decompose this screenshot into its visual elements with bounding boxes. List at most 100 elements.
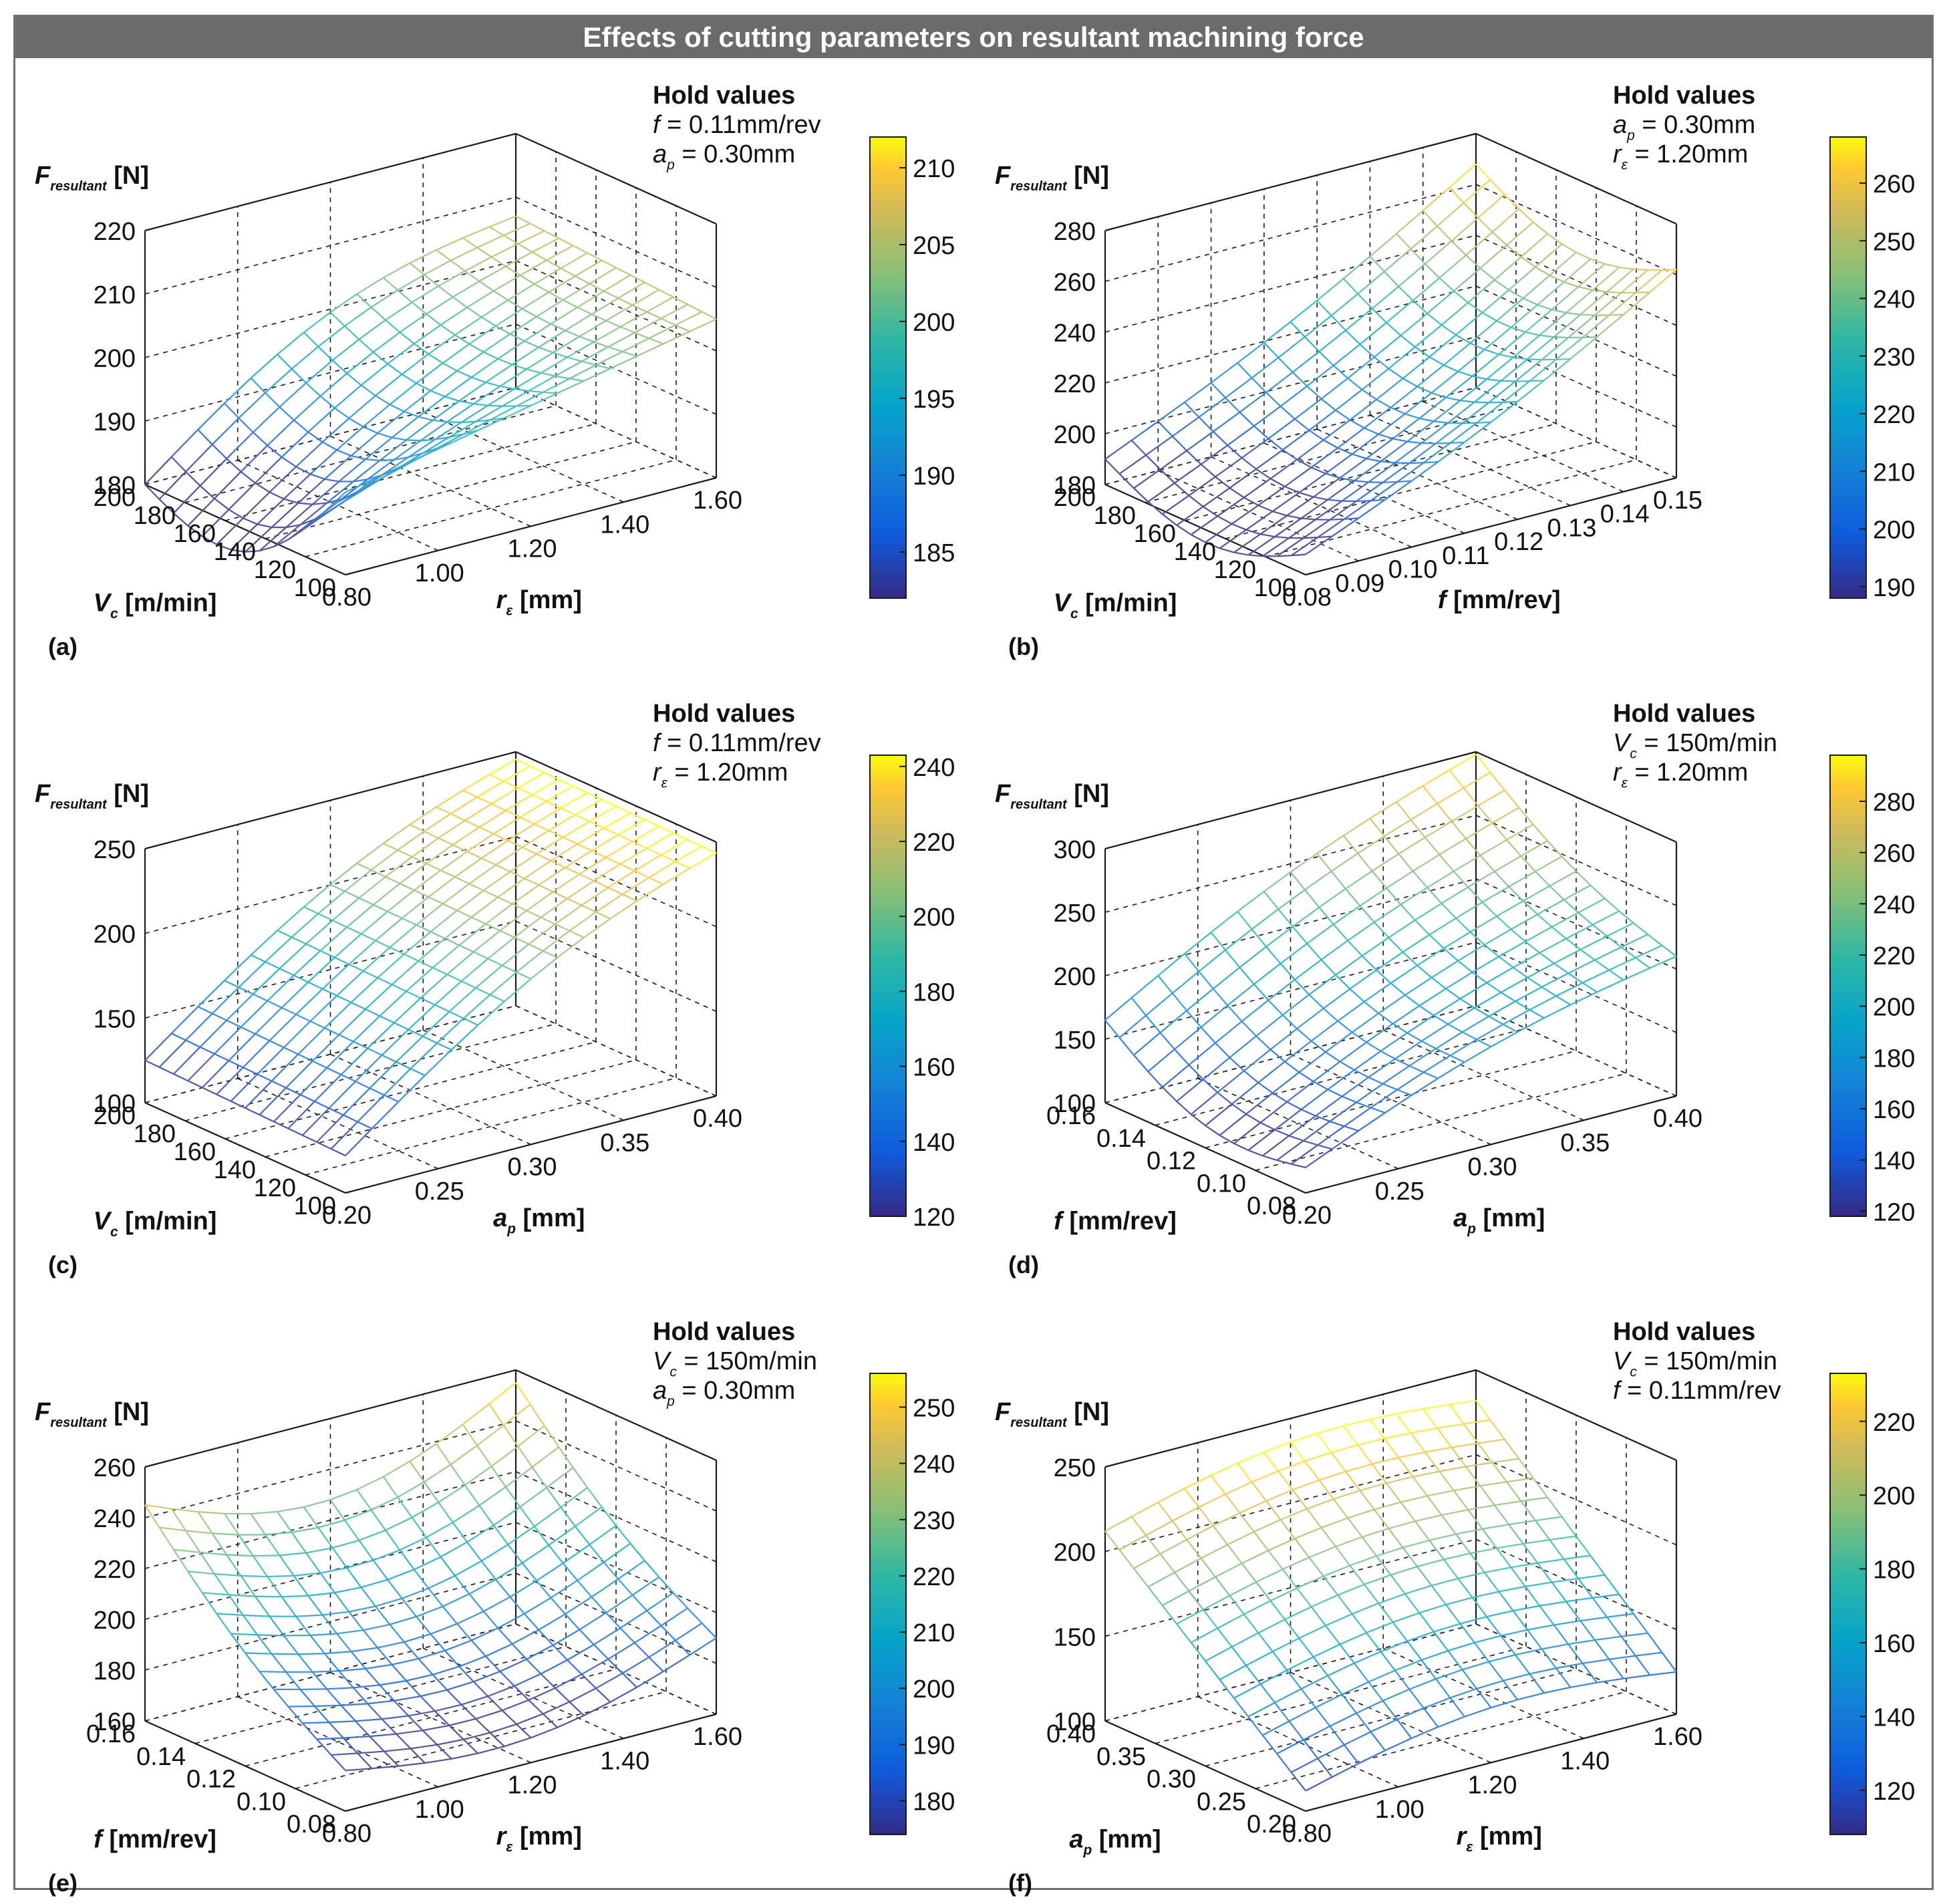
hold-value-line: Vc = 150m/min: [1613, 729, 1777, 762]
y-tick-label: 0.20: [322, 1202, 371, 1230]
y-tick-label: 1.00: [415, 1796, 464, 1824]
y-axis-label: f [mm/rev]: [1438, 586, 1561, 614]
z-tick-label: 100: [1054, 1708, 1096, 1736]
colorbar-tick-label: 240: [913, 1451, 955, 1479]
hold-value-line: rε = 1.20mm: [653, 759, 788, 791]
colorbar-tick-label: 140: [913, 1129, 955, 1157]
surface-mesh: [1104, 1399, 1677, 1792]
z-tick-label: 200: [1054, 963, 1096, 991]
colorbar-tick-label: 120: [913, 1204, 955, 1232]
x-tick-label: 200: [94, 484, 136, 512]
y-tick-label: 0.40: [693, 1105, 742, 1133]
axes-box: [144, 751, 718, 1194]
z-tick-label: 250: [94, 836, 136, 864]
x-axis-label: f [mm/rev]: [94, 1825, 216, 1853]
axes-box: [144, 132, 718, 576]
colorbar-tick-label: 200: [913, 904, 955, 932]
colorbar-tick-label: 220: [1873, 942, 1915, 970]
x-tick-label: 200: [1054, 484, 1096, 512]
z-tick-label: 300: [1054, 836, 1096, 864]
figure-title: Effects of cutting parameters on resulta…: [15, 17, 1932, 58]
x-axis-label: Vc [m/min]: [94, 589, 217, 622]
axes-box: [1104, 132, 1678, 576]
y-tick-label: 0.09: [1335, 569, 1384, 597]
y-tick-label: 0.40: [1653, 1105, 1702, 1133]
surface-panel-1: 1801902002102202001801601401201000.801.0…: [35, 82, 955, 660]
colorbar-tick-label: 200: [1873, 517, 1915, 545]
x-tick-label: 0.30: [1147, 1766, 1196, 1794]
colorbar: [1829, 136, 1867, 599]
colorbar: [869, 136, 907, 599]
colorbar-tick-label: 190: [913, 462, 955, 491]
surface-mesh: [144, 759, 717, 1157]
colorbar-tick-label: 160: [1873, 1096, 1915, 1124]
surface-panel-4: 100 150 200 250 300 0.160.140.120.100.080.20 0…: [995, 700, 1915, 1278]
x-tick-label: 160: [174, 520, 216, 548]
colorbar-tick-label: 220: [913, 1563, 955, 1591]
z-tick-label: 150: [94, 1005, 136, 1033]
y-tick-label: 0.30: [508, 1153, 557, 1182]
z-axis-label: Fresultant [N]: [35, 780, 149, 812]
z-axis-label: Fresultant [N]: [995, 780, 1109, 812]
z-tick-label: 250: [1054, 1454, 1096, 1482]
colorbar-tick-label: 210: [913, 155, 955, 183]
z-tick-label: 200: [1054, 421, 1096, 449]
x-tick-label: 160: [1134, 520, 1176, 548]
y-axis-label: rε [mm]: [496, 586, 582, 619]
y-tick-label: 0.25: [415, 1178, 464, 1206]
hold-values-title: Hold values: [653, 700, 795, 728]
y-tick-label: 1.00: [1375, 1796, 1425, 1824]
z-tick-label: 180: [94, 472, 136, 500]
panel-label: (d): [1008, 1251, 1039, 1278]
colorbar-tick-label: 260: [1873, 840, 1915, 868]
x-tick-label: 0.14: [136, 1743, 186, 1771]
y-tick-label: 1.60: [693, 1723, 742, 1751]
colorbar: [869, 1373, 907, 1835]
hold-value-line: ap = 0.30mm: [653, 140, 795, 173]
z-tick-label: 240: [94, 1505, 136, 1533]
colorbar-tick-label: 230: [913, 1507, 955, 1535]
y-axis-label: ap [mm]: [493, 1204, 585, 1237]
x-tick-label: 0.16: [86, 1720, 136, 1748]
y-tick-label: 0.11: [1442, 542, 1489, 570]
colorbar-tick-label: 190: [1873, 574, 1915, 602]
z-tick-label: 220: [94, 218, 136, 246]
x-tick-label: 120: [254, 556, 296, 584]
hold-value-line: ap = 0.30mm: [653, 1377, 795, 1409]
x-tick-label: 0.25: [1197, 1788, 1246, 1816]
x-tick-label: 0.10: [1197, 1170, 1246, 1198]
colorbar-tick-label: 185: [913, 539, 955, 567]
y-tick-label: 0.08: [1282, 583, 1332, 611]
hold-values-title: Hold values: [1613, 700, 1755, 728]
y-tick-label: 1.20: [1468, 1772, 1517, 1800]
z-tick-label: 160: [94, 1708, 136, 1736]
colorbar-tick-label: 220: [913, 829, 955, 857]
x-tick-label: 180: [134, 1120, 176, 1148]
colorbar-tick-label: 220: [1873, 1409, 1915, 1437]
z-tick-label: 150: [1054, 1027, 1096, 1055]
z-axis-label: Fresultant [N]: [35, 162, 149, 194]
hold-values-title: Hold values: [1613, 1318, 1755, 1346]
z-axis-label: Fresultant [N]: [995, 162, 1109, 194]
x-axis-label: Vc [m/min]: [1054, 589, 1177, 622]
colorbar-tick-label: 120: [1873, 1198, 1915, 1226]
colorbar-tick-label: 140: [1873, 1704, 1915, 1732]
surface-panel-5: 160 180 200 220 240 260 0.160.140.120.100.080.…: [35, 1318, 955, 1897]
hold-values-title: Hold values: [653, 82, 795, 110]
y-tick-label: 0.30: [1468, 1153, 1517, 1182]
x-tick-label: 0.40: [1046, 1720, 1096, 1748]
y-tick-label: 1.60: [693, 487, 742, 515]
x-axis-label: Vc [m/min]: [94, 1207, 217, 1240]
z-tick-label: 180: [94, 1657, 136, 1685]
y-tick-label: 1.20: [508, 535, 557, 563]
y-tick-label: 0.15: [1653, 487, 1702, 515]
hold-values-title: Hold values: [1613, 82, 1755, 110]
x-tick-label: 0.08: [1247, 1192, 1296, 1220]
z-axis-label: Fresultant [N]: [995, 1398, 1109, 1430]
z-tick-label: 180: [1054, 472, 1096, 500]
hold-value-line: Vc = 150m/min: [653, 1347, 817, 1380]
colorbar-tick-label: 210: [1873, 458, 1915, 487]
z-tick-label: 200: [94, 921, 136, 949]
z-tick-label: 100: [94, 1090, 136, 1118]
